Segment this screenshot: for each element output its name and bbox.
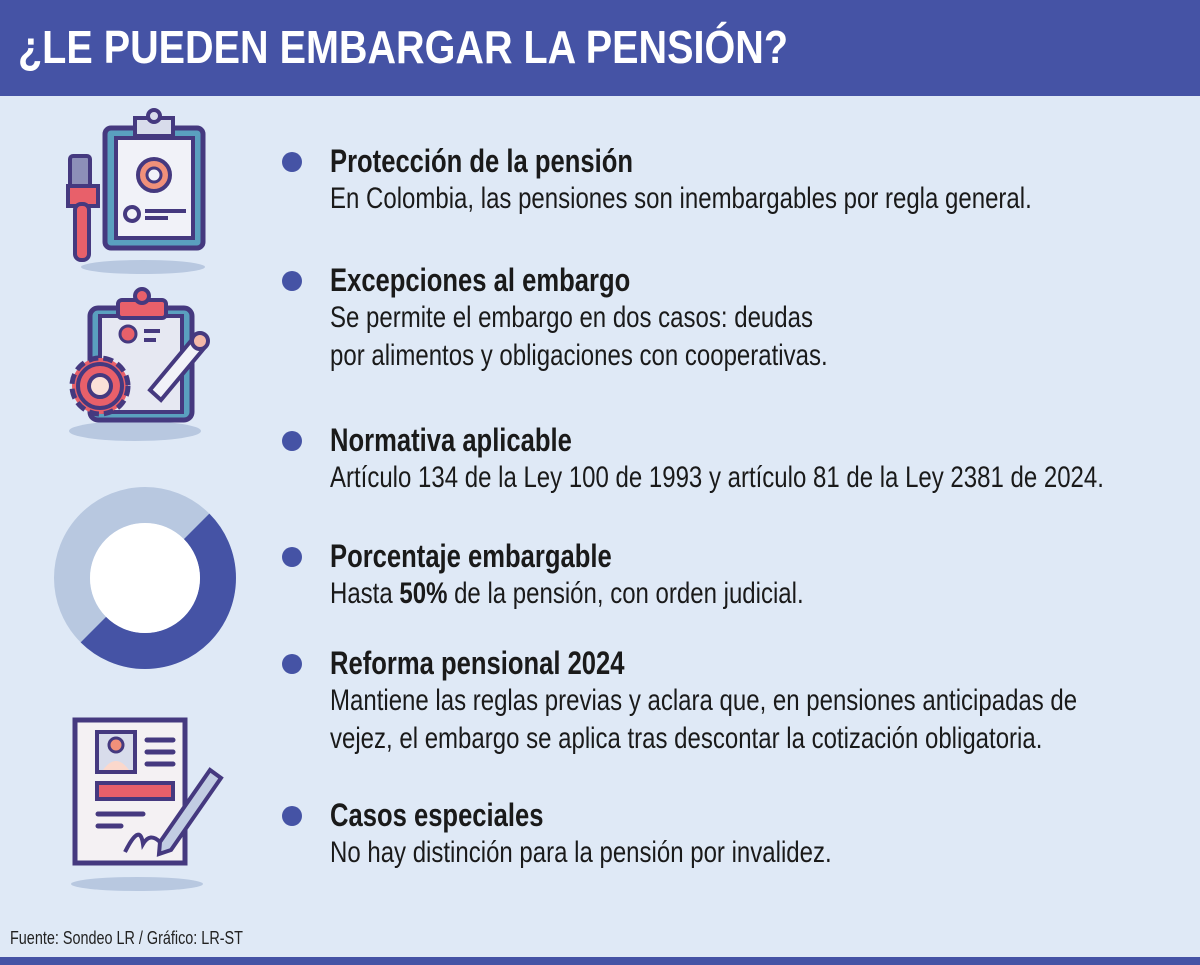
percent-value: 50% (399, 577, 448, 610)
item-description: Hasta 50% de la pensión, con orden judic… (330, 575, 804, 613)
bullet-icon (282, 547, 302, 567)
item-description: Mantiene las reglas previas y aclara que… (330, 684, 1078, 717)
item-title: Casos especiales (330, 797, 544, 833)
page-title: ¿LE PUEDEN EMBARGAR LA PENSIÓN? (18, 21, 788, 73)
item-title: Protección de la pensión (330, 143, 633, 179)
bullet-icon (282, 152, 302, 172)
source-credit: Fuente: Sondeo LR / Gráfico: LR-ST (10, 928, 243, 948)
text-pre: Hasta (330, 577, 400, 610)
item-title: Excepciones al embargo (330, 262, 631, 298)
text-post: de la pensión, con orden judicial. (447, 577, 804, 610)
signed-document-icon (71, 717, 224, 891)
bullet-icon (282, 271, 302, 291)
clipboard-gear-pencil-icon (69, 287, 210, 441)
item-description: No hay distinción para la pensión por in… (330, 836, 832, 869)
bullet-icon (282, 431, 302, 451)
bottom-bar (0, 957, 1200, 965)
item-title: Reforma pensional 2024 (330, 645, 625, 681)
item-description: En Colombia, las pensiones son inembarga… (330, 182, 1032, 215)
clipboard-wrench-icon (66, 108, 206, 274)
item-description: vejez, el embargo se aplica tras descont… (330, 722, 1043, 755)
header-bar: ¿LE PUEDEN EMBARGAR LA PENSIÓN? (0, 0, 1200, 96)
item-description: Artículo 134 de la Ley 100 de 1993 y art… (330, 461, 1104, 494)
item-title: Porcentaje embargable (330, 538, 612, 574)
donut-50-percent-icon (54, 487, 236, 669)
item-title: Normativa aplicable (330, 422, 572, 458)
bullet-icon (282, 654, 302, 674)
item-description: Se permite el embargo en dos casos: deud… (330, 301, 813, 334)
donut-embargable-segment (80, 513, 236, 669)
item-description: por alimentos y obligaciones con coopera… (330, 339, 828, 372)
bullet-icon (282, 806, 302, 826)
